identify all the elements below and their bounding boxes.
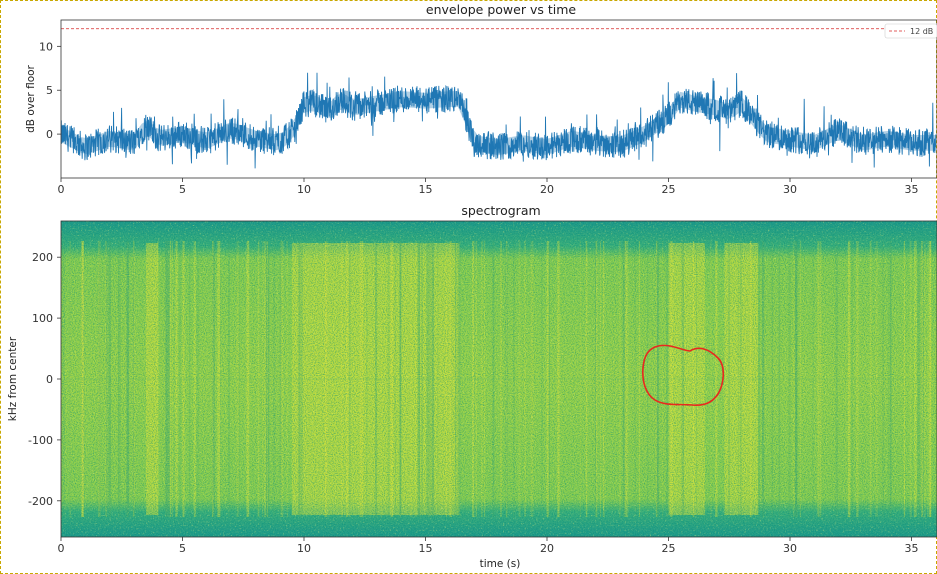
- legend: 12 dB: [884, 23, 937, 39]
- spectrogram-xtick-label: 10: [297, 542, 311, 555]
- spectrogram-xtick-label: 35: [905, 542, 919, 555]
- spectrogram-xtick-label: 25: [662, 542, 676, 555]
- annotation-circle: [642, 344, 725, 406]
- envelope-xtick-label: 5: [179, 183, 186, 196]
- spectrogram-chart: spectrogram kHz from center time (s) 0 5 1…: [7, 203, 937, 570]
- spectrogram-xtick-label: 30: [783, 542, 797, 555]
- envelope-ytick-label: 0: [46, 128, 53, 141]
- spectrogram-ytick-label: -200: [28, 495, 53, 508]
- spectrogram-xlabel: time (s): [480, 558, 521, 570]
- envelope-ytick-label: 10: [39, 40, 53, 53]
- spectrogram-title: spectrogram: [461, 203, 540, 218]
- spectrogram-ytick-label: 0: [46, 373, 53, 386]
- legend-box: [884, 23, 937, 39]
- spectrogram-ytick-label: 100: [32, 312, 53, 325]
- envelope-ytick-label: 5: [46, 84, 53, 97]
- envelope-ticks: 0 5 10 15 20 25 30 35 0 5 10: [39, 40, 919, 196]
- spectrogram-ylabel: kHz from center: [7, 336, 19, 421]
- spectrogram-xtick-label: 20: [540, 542, 554, 555]
- envelope-xtick-label: 20: [540, 183, 554, 196]
- envelope-xtick-label: 10: [297, 183, 311, 196]
- legend-entry: 12 dB: [910, 27, 933, 36]
- envelope-chart: envelope power vs time dB over floor 0 5 1…: [25, 2, 937, 196]
- envelope-xtick-label: 0: [58, 183, 65, 196]
- spectrogram-xtick-label: 5: [179, 542, 186, 555]
- envelope-xtick-label: 25: [662, 183, 676, 196]
- spectrogram-ytick-label: -100: [28, 434, 53, 447]
- spectrogram-ytick-label: 200: [32, 251, 53, 264]
- spectrogram-ticks: 0 5 10 15 20 25 30 35 200 100 0 -100 -200: [28, 251, 918, 555]
- envelope-xtick-label: 15: [419, 183, 433, 196]
- envelope-title: envelope power vs time: [426, 2, 576, 17]
- envelope-band: [61, 91, 936, 156]
- envelope-xtick-label: 35: [905, 183, 919, 196]
- envelope-ylabel: dB over floor: [25, 64, 37, 132]
- envelope-xtick-label: 30: [783, 183, 797, 196]
- spectrogram-xtick-label: 15: [419, 542, 433, 555]
- envelope-line: [61, 72, 937, 169]
- envelope-axes-frame: [60, 19, 937, 179]
- spectrogram-image: [61, 221, 937, 537]
- spectrogram-xtick-label: 0: [58, 542, 65, 555]
